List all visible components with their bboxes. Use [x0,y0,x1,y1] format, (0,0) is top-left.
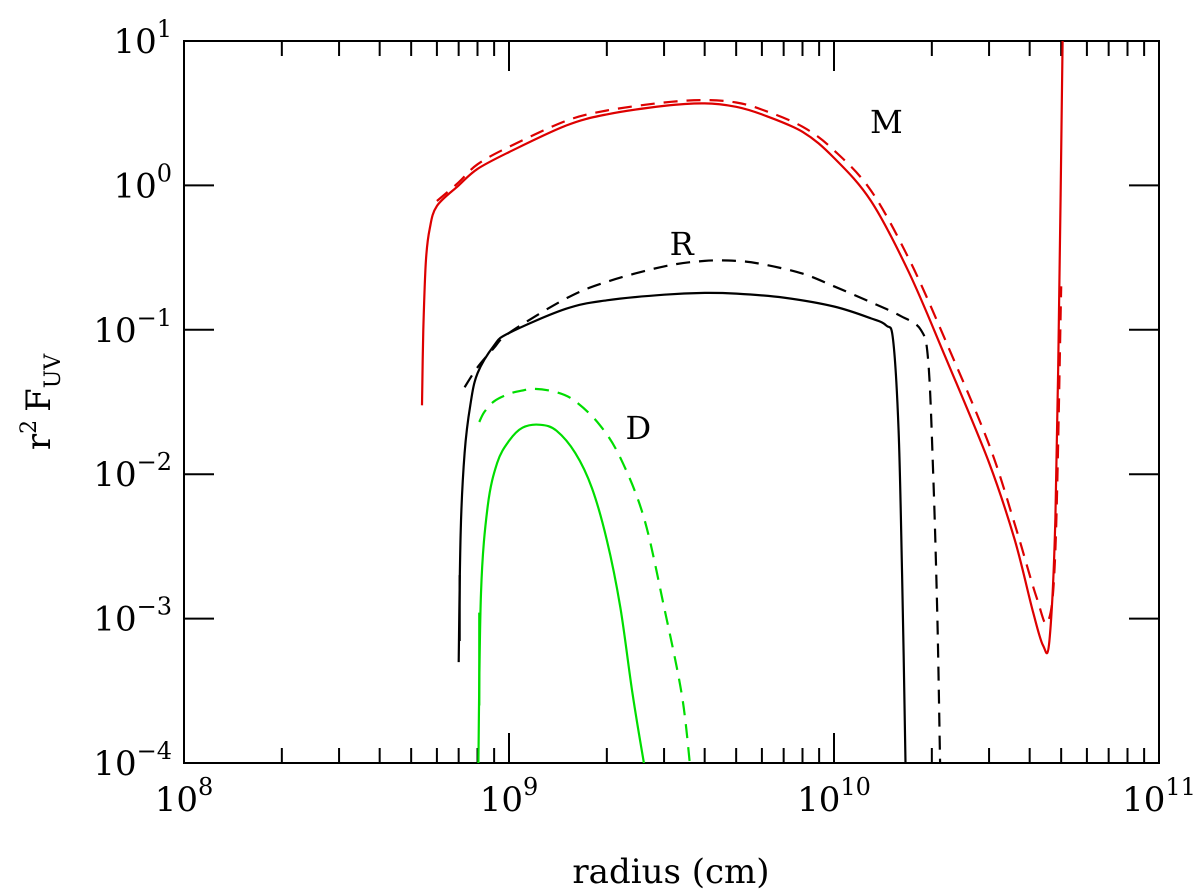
x-tick-label: 109 [480,773,539,820]
series-M-solid [420,41,1064,655]
y-tick-base: 10 [93,600,136,640]
y-tick-exponent: 1 [157,15,172,43]
y-label-exponent: 2 [17,420,42,434]
x-tick-exponent: 8 [198,773,213,801]
y-label-subscript: UV [41,353,66,389]
curve-label-M: M [870,103,903,141]
y-tick-label: 10−1 [93,304,172,351]
series-M-dashed [436,99,1063,625]
curve-label-D: D [626,409,652,447]
y-tick-exponent: −1 [137,304,172,332]
x-tick-exponent: 9 [523,773,538,801]
svg-text:r2FUV: r2 FUV [17,353,66,450]
plot-frame [183,40,1160,764]
curve-annotations: M R D [626,103,903,447]
y-label-r: r [19,433,59,450]
y-tick-label: 10−2 [93,448,172,495]
y-tick-exponent: 0 [157,159,172,187]
y-axis-label: r2 FUV [17,353,66,450]
series-D-dashed [478,387,691,763]
curve-label-R: R [670,225,695,263]
tick-marks [183,40,1160,764]
axes-box [183,40,1160,764]
series-D-solid [477,423,645,763]
y-tick-label: 10−4 [93,737,172,784]
y-tick-base: 10 [113,22,156,62]
x-tick-base: 10 [155,780,198,820]
x-tick-label: 1010 [797,773,871,820]
x-tick-base: 10 [1122,780,1165,820]
y-label-F: F [19,388,59,412]
y-tick-exponent: −4 [137,737,172,765]
x-axis-label: radius (cm) [572,852,769,892]
y-tick-label: 100 [113,159,172,206]
y-tick-exponent: −2 [137,448,172,476]
x-tick-exponent: 11 [1165,773,1196,801]
x-tick-label: 108 [155,773,214,820]
y-tick-base: 10 [93,311,136,351]
x-tick-exponent: 10 [840,773,871,801]
y-tick-base: 10 [93,744,136,784]
x-tick-base: 10 [797,780,840,820]
y-tick-label: 101 [113,15,172,62]
curve-group [420,41,1064,763]
y-tick-base: 10 [113,166,156,206]
x-tick-base: 10 [480,780,523,820]
x-tick-label: 1011 [1122,773,1196,820]
y-tick-label: 10−3 [93,593,172,640]
y-tick-exponent: −3 [137,593,172,621]
data-curves [420,41,1064,763]
series-R-solid [457,291,907,763]
y-tick-base: 10 [93,455,136,495]
series-R-dashed [463,259,942,763]
